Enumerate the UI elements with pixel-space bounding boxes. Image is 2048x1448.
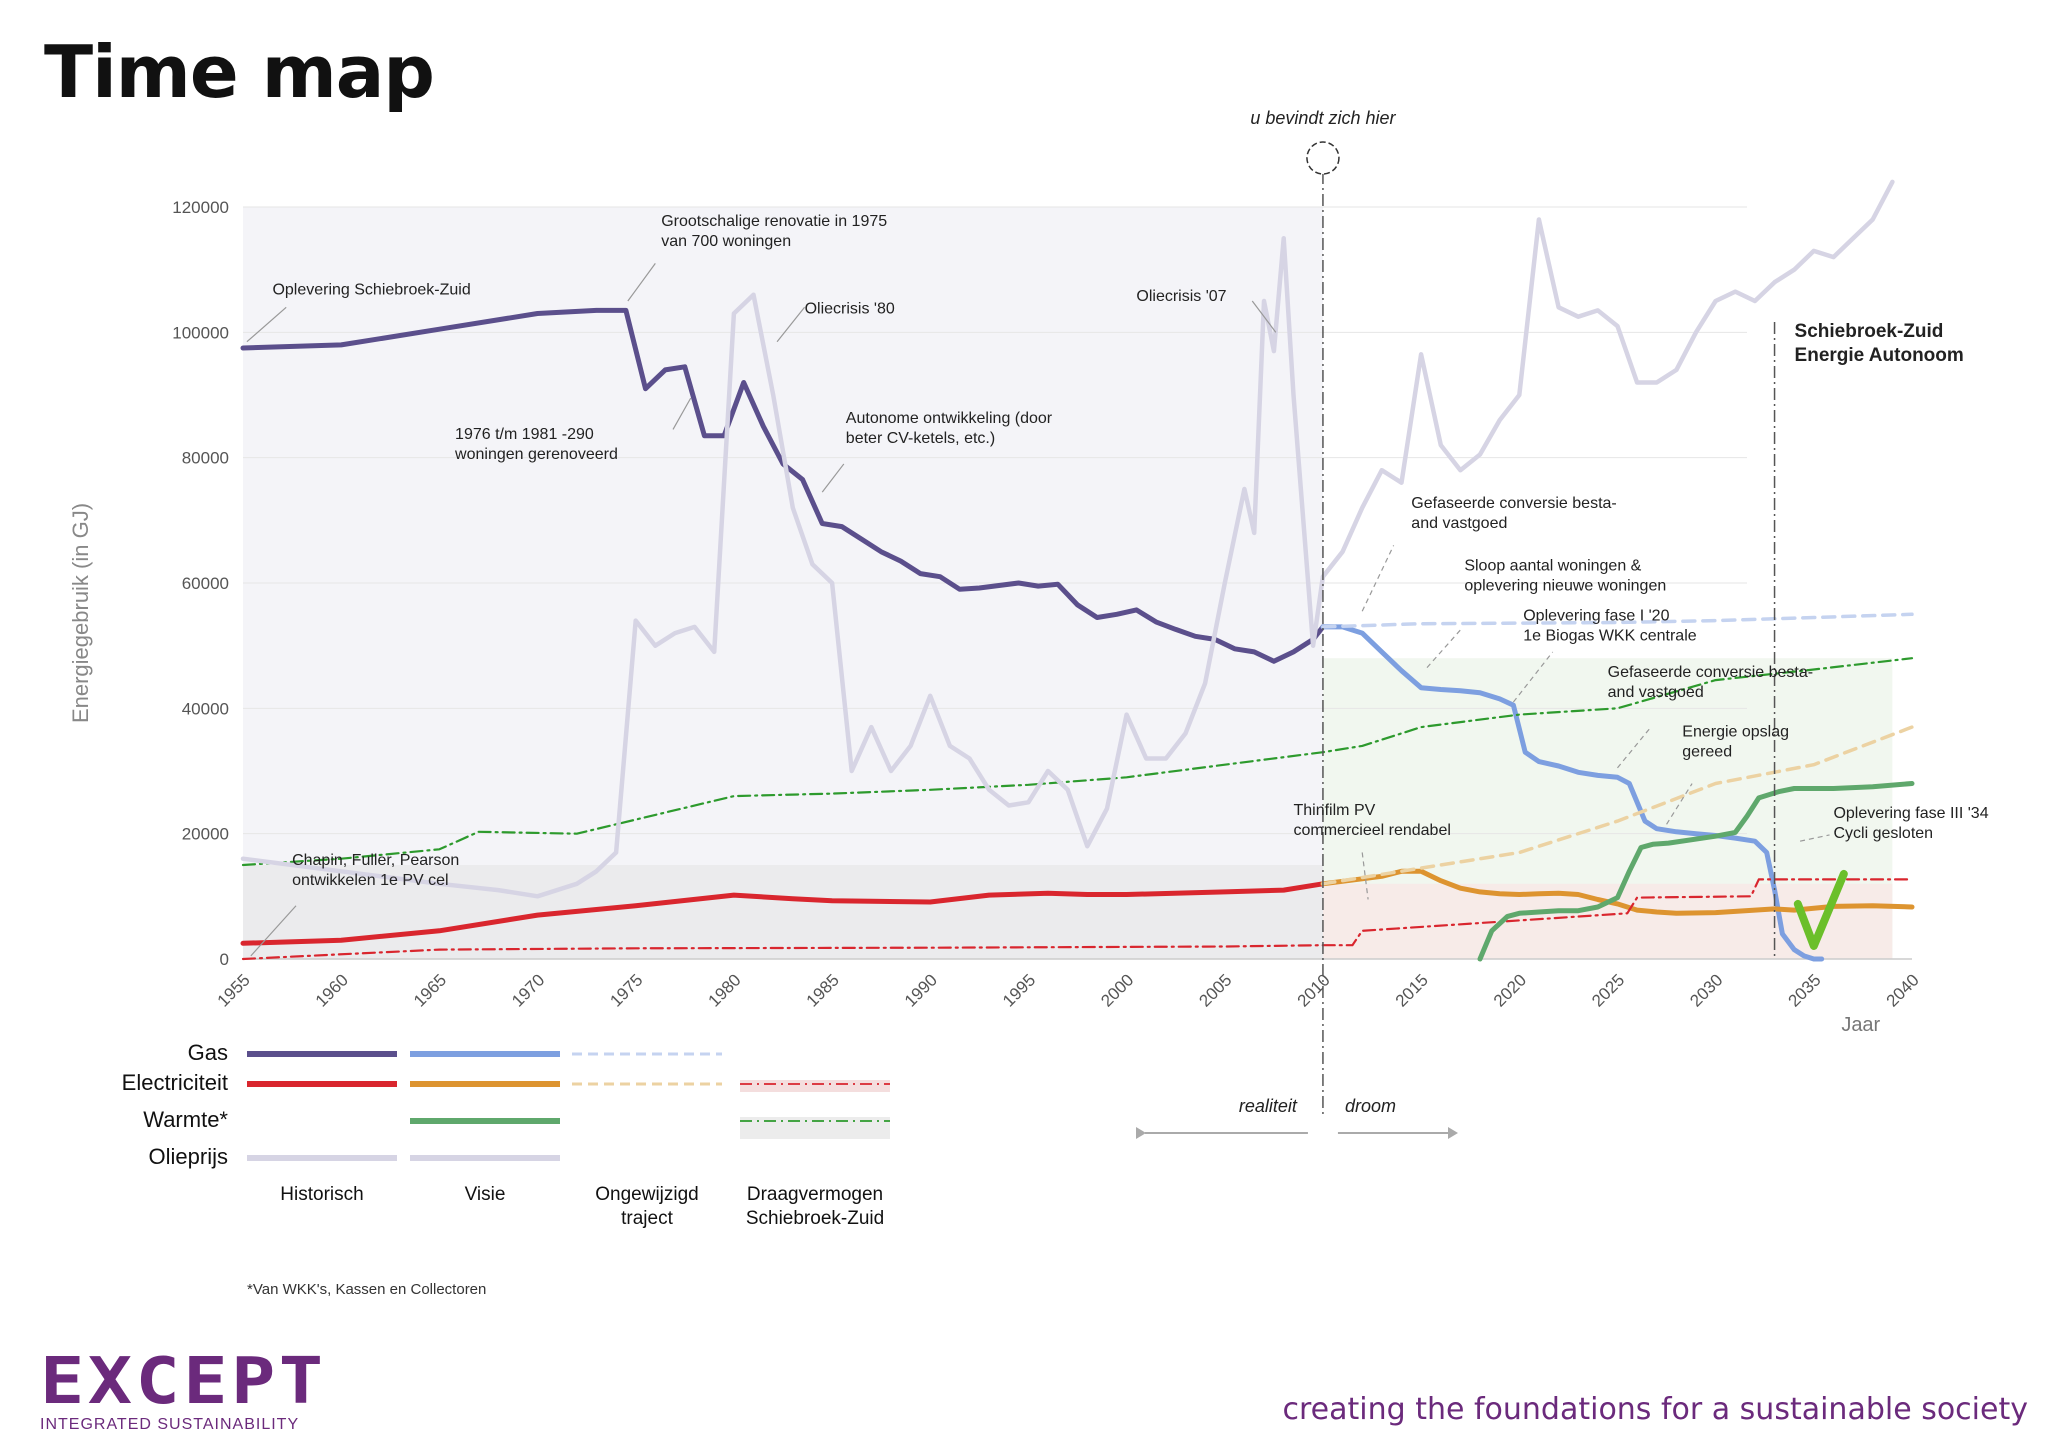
annotation-text: Oplevering fase I '20 1e Biogas WKK centr… bbox=[1523, 608, 1697, 645]
now-marker-label: u bevindt zich hier bbox=[1250, 108, 1396, 128]
y-tick-label: 60000 bbox=[182, 574, 229, 593]
annotation-text: Chapin, Fuller, Pearson ontwikkelen 1e PV… bbox=[292, 852, 459, 889]
x-tick-label: 1980 bbox=[705, 970, 745, 1010]
annotation-text: Grootschalige renovatie in 1975 van 700 w… bbox=[661, 213, 887, 250]
series-line-elec_hist bbox=[240, 881, 1326, 946]
droom-arrow-head bbox=[1448, 1127, 1458, 1139]
x-tick-label: 2030 bbox=[1686, 970, 1726, 1010]
x-tick-label: 1990 bbox=[901, 970, 941, 1010]
except-logo: EXCEPT INTEGRATED SUSTAINABILITY bbox=[40, 1350, 323, 1434]
x-tick-label: 2015 bbox=[1392, 970, 1432, 1010]
x-tick-label: 2000 bbox=[1097, 970, 1137, 1010]
series-line-gas_vis bbox=[1320, 624, 1825, 962]
legend-column-label: Draagvermogen Schiebroek-Zuid bbox=[746, 1184, 884, 1229]
x-tick-label: 2020 bbox=[1490, 970, 1530, 1010]
annotation-text: Oplevering Schiebroek-Zuid bbox=[272, 282, 470, 299]
x-tick-label: 1960 bbox=[312, 970, 352, 1010]
annotation-leader bbox=[1666, 783, 1693, 825]
annotation-text: Sloop aantal woningen & oplevering nieuwe… bbox=[1464, 557, 1666, 594]
realiteit-arrow-head bbox=[1136, 1127, 1146, 1139]
y-tick-label: 100000 bbox=[172, 323, 229, 342]
legend-row-label: Gas bbox=[188, 1040, 228, 1065]
legend-column-label: Visie bbox=[465, 1184, 506, 1205]
annotation-leader bbox=[1361, 545, 1395, 612]
series-line-heat_cap bbox=[241, 657, 1914, 867]
annotation-text: Oliecrisis '80 bbox=[805, 301, 895, 318]
realiteit-label: realiteit bbox=[1239, 1096, 1298, 1116]
annotation-leader bbox=[821, 463, 845, 493]
series-line-oil bbox=[1320, 179, 1895, 579]
logo-wordmark: EXCEPT bbox=[40, 1345, 327, 1419]
y-tick-label: 80000 bbox=[182, 449, 229, 468]
x-tick-label: 1995 bbox=[999, 970, 1039, 1010]
y-tick-label: 0 bbox=[220, 950, 229, 969]
annotation-text: Thinfilm PV commercieel rendabel bbox=[1293, 802, 1450, 839]
autonomy-marker-label: Schiebroek-Zuid Energie Autonoom bbox=[1795, 321, 1964, 366]
annotation-text: Autonome ontwikkeling (door beter CV-kete… bbox=[846, 410, 1053, 447]
series-line-heat_vis bbox=[1477, 781, 1915, 962]
x-tick-label: 1985 bbox=[803, 970, 843, 1010]
x-axis-label: Jaar bbox=[1841, 1014, 1880, 1036]
footnote: *Van WKK's, Kassen en Collectoren bbox=[247, 1281, 487, 1298]
annotation-text: Oliecrisis '07 bbox=[1136, 288, 1226, 305]
x-tick-label: 2025 bbox=[1588, 970, 1628, 1010]
x-tick-label: 1955 bbox=[214, 970, 254, 1010]
x-tick-label: 2005 bbox=[1195, 970, 1235, 1010]
checkmark-icon bbox=[1793, 869, 1848, 950]
annotation-leader bbox=[776, 306, 806, 343]
annotation-text: Gefaseerde conversie besta-and vastgoed bbox=[1411, 495, 1616, 532]
now-marker-circle bbox=[1306, 141, 1340, 175]
legend-column-label: Ongewijzigd traject bbox=[595, 1184, 699, 1229]
elec-capacity-shade bbox=[1322, 883, 1893, 959]
legend-row-label: Warmte* bbox=[143, 1107, 228, 1132]
annotation-leader bbox=[246, 306, 287, 343]
series-line-gas_unch bbox=[1321, 612, 1914, 629]
page-title: Time map bbox=[44, 30, 435, 114]
annotation-leader bbox=[1251, 300, 1277, 333]
y-tick-label: 40000 bbox=[182, 699, 229, 718]
annotation-leader bbox=[250, 905, 297, 957]
series-line-gas_hist bbox=[240, 307, 1326, 664]
series-line-elec_vis bbox=[1320, 868, 1915, 916]
y-tick-label: 20000 bbox=[182, 825, 229, 844]
legend-heat-capacity-shade bbox=[740, 1117, 890, 1139]
annotation-leader bbox=[672, 397, 692, 430]
droom-label: droom bbox=[1345, 1096, 1396, 1116]
x-tick-label: 2040 bbox=[1883, 970, 1923, 1010]
x-tick-label: 1970 bbox=[508, 970, 548, 1010]
x-tick-label: 2010 bbox=[1294, 970, 1334, 1010]
series-line-oil bbox=[240, 236, 1326, 899]
x-tick-label: 1965 bbox=[410, 970, 450, 1010]
annotation-leader bbox=[1512, 651, 1554, 703]
y-axis-label: Energiegebruik (in GJ) bbox=[68, 503, 93, 723]
x-tick-label: 1975 bbox=[606, 970, 646, 1010]
y-tick-label: 120000 bbox=[172, 198, 229, 217]
legend-elec-capacity-shade bbox=[740, 1080, 890, 1092]
x-tick-label: 2035 bbox=[1784, 970, 1824, 1010]
tagline: creating the foundations for a sustainab… bbox=[1282, 1392, 2029, 1427]
annotation-text: 1976 t/m 1981 -290 woningen gerenoveerd bbox=[454, 426, 618, 463]
annotation-leader bbox=[1361, 852, 1369, 900]
legend-row-label: Olieprijs bbox=[149, 1144, 228, 1169]
annotation-text: Gefaseerde conversie besta-and vastgoed bbox=[1608, 664, 1813, 701]
legend-column-label: Historisch bbox=[280, 1184, 363, 1205]
annotation-text: Oplevering fase III '34 Cycli gesloten bbox=[1833, 805, 1988, 842]
series-line-elec_unch bbox=[1321, 725, 1914, 886]
logo-subtitle: INTEGRATED SUSTAINABILITY bbox=[40, 1416, 300, 1433]
annotation-text: Energie opslag gereed bbox=[1682, 724, 1789, 761]
series-line-elec_cap bbox=[241, 878, 1914, 961]
legend-row-label: Electriciteit bbox=[122, 1070, 228, 1095]
annotation-leader bbox=[627, 263, 656, 302]
